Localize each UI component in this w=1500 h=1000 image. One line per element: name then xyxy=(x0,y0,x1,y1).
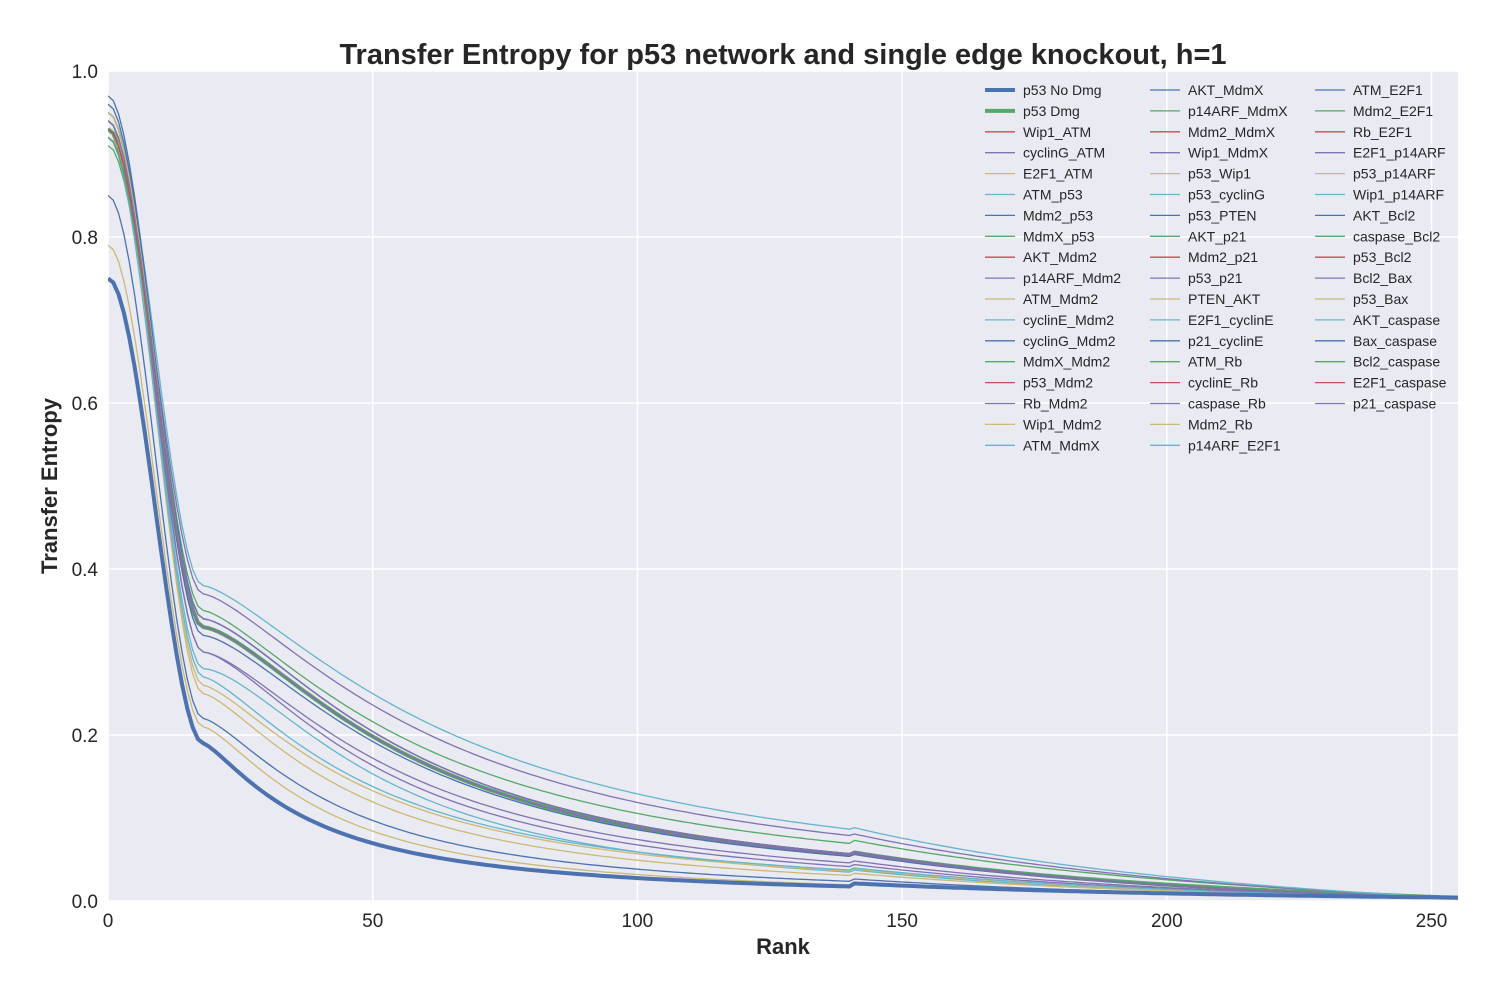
legend-entry: Bcl2_caspase xyxy=(1353,354,1440,370)
legend-entry: MdmX_p53 xyxy=(1023,228,1095,244)
y-tick-label: 0.2 xyxy=(72,726,98,747)
legend-entry: MdmX_Mdm2 xyxy=(1023,354,1110,370)
legend-entry: Bax_caspase xyxy=(1353,333,1437,349)
legend: p53 No Dmg p53 Dmg Wip1_ATM cyclinG_ATM E2F1… xyxy=(985,82,1447,453)
legend-entry: E2F1_ATM xyxy=(1023,166,1093,182)
y-tick-label: 0.6 xyxy=(72,394,98,415)
legend-entry: p14ARF_E2F1 xyxy=(1188,437,1281,453)
legend-entry: cyclinG_ATM xyxy=(1023,145,1105,161)
y-tick-label: 1.0 xyxy=(72,62,98,83)
legend-entry: p21_caspase xyxy=(1353,396,1437,412)
legend-entry: ATM_Rb xyxy=(1188,354,1242,370)
legend-entry: Wip1_Mdm2 xyxy=(1023,416,1102,432)
y-tick-label: 0.8 xyxy=(72,228,98,249)
plot-area xyxy=(108,71,1458,901)
legend-entry: Rb_Mdm2 xyxy=(1023,396,1088,412)
legend-entry: Wip1_MdmX xyxy=(1188,145,1269,161)
legend-entry: p21_cyclinE xyxy=(1188,333,1264,349)
legend-entry: p53_Mdm2 xyxy=(1023,375,1093,391)
legend-entry: p14ARF_Mdm2 xyxy=(1023,270,1121,286)
x-tick-label: 50 xyxy=(362,911,383,932)
legend-entry: Mdm2_E2F1 xyxy=(1353,103,1433,119)
series-line xyxy=(108,111,1458,899)
legend-entry: E2F1_caspase xyxy=(1353,375,1447,391)
tick-labels: 0 50 100 150 200 250 0.0 0.2 0.4 0.6 0.8 1.0 xyxy=(72,62,1448,932)
x-tick-label: 100 xyxy=(622,911,654,932)
legend-entry: caspase_Rb xyxy=(1188,396,1266,412)
legend-entry: ATM_MdmX xyxy=(1023,437,1100,453)
legend-entry: AKT_MdmX xyxy=(1188,82,1264,98)
y-axis-label: Transfer Entropy xyxy=(37,397,62,574)
x-axis-label: Rank xyxy=(756,934,811,959)
legend-entry: Wip1_ATM xyxy=(1023,124,1091,140)
legend-entry: p53_p14ARF xyxy=(1353,166,1436,182)
legend-entry: Wip1_p14ARF xyxy=(1353,187,1444,203)
legend-entry: AKT_Mdm2 xyxy=(1023,249,1097,265)
x-tick-label: 200 xyxy=(1151,911,1183,932)
legend-entry: PTEN_AKT xyxy=(1188,291,1261,307)
legend-entry: Mdm2_p53 xyxy=(1023,207,1093,223)
x-tick-label: 0 xyxy=(103,911,114,932)
legend-entry: E2F1_cyclinE xyxy=(1188,312,1274,328)
legend-entry: AKT_caspase xyxy=(1353,312,1440,328)
legend-entry: p53_PTEN xyxy=(1188,207,1256,223)
legend-entry: p53_Wip1 xyxy=(1188,166,1251,182)
series-line xyxy=(108,120,1458,899)
x-tick-label: 250 xyxy=(1416,911,1448,932)
legend-entry: ATM_E2F1 xyxy=(1353,82,1423,98)
legend-entry: p53 Dmg xyxy=(1023,103,1080,119)
series-line xyxy=(108,128,1458,899)
legend-entry: Mdm2_MdmX xyxy=(1188,124,1276,140)
legend-entry: cyclinE_Rb xyxy=(1188,375,1258,391)
legend-entry: p53_cyclinG xyxy=(1188,187,1265,203)
legend-entry: p53_p21 xyxy=(1188,270,1243,286)
legend-entry: caspase_Bcl2 xyxy=(1353,228,1440,244)
legend-entry: Rb_E2F1 xyxy=(1353,124,1412,140)
legend-entry: E2F1_p14ARF xyxy=(1353,145,1446,161)
legend-entry: cyclinE_Mdm2 xyxy=(1023,312,1114,328)
legend-entry: Mdm2_p21 xyxy=(1188,249,1258,265)
series-line xyxy=(108,136,1458,899)
y-tick-label: 0.4 xyxy=(72,560,99,581)
y-tick-label: 0.0 xyxy=(72,892,98,913)
legend-entry: p53_Bcl2 xyxy=(1353,249,1412,265)
series-lines xyxy=(108,95,1458,900)
legend-entry: Mdm2_Rb xyxy=(1188,416,1253,432)
legend-entry: p53_Bax xyxy=(1353,291,1408,307)
x-tick-label: 150 xyxy=(886,911,918,932)
legend-entry: p14ARF_MdmX xyxy=(1188,103,1288,119)
legend-entry: AKT_p21 xyxy=(1188,228,1247,244)
series-line xyxy=(108,276,1458,900)
chart-title: Transfer Entropy for p53 network and sin… xyxy=(339,39,1226,71)
legend-entry: cyclinG_Mdm2 xyxy=(1023,333,1116,349)
series-line xyxy=(108,136,1458,899)
legend-entry: p53 No Dmg xyxy=(1023,82,1102,98)
legend-entry: ATM_p53 xyxy=(1023,187,1083,203)
legend-entry: AKT_Bcl2 xyxy=(1353,207,1415,223)
legend-entry: ATM_Mdm2 xyxy=(1023,291,1098,307)
legend-entry: Bcl2_Bax xyxy=(1353,270,1412,286)
